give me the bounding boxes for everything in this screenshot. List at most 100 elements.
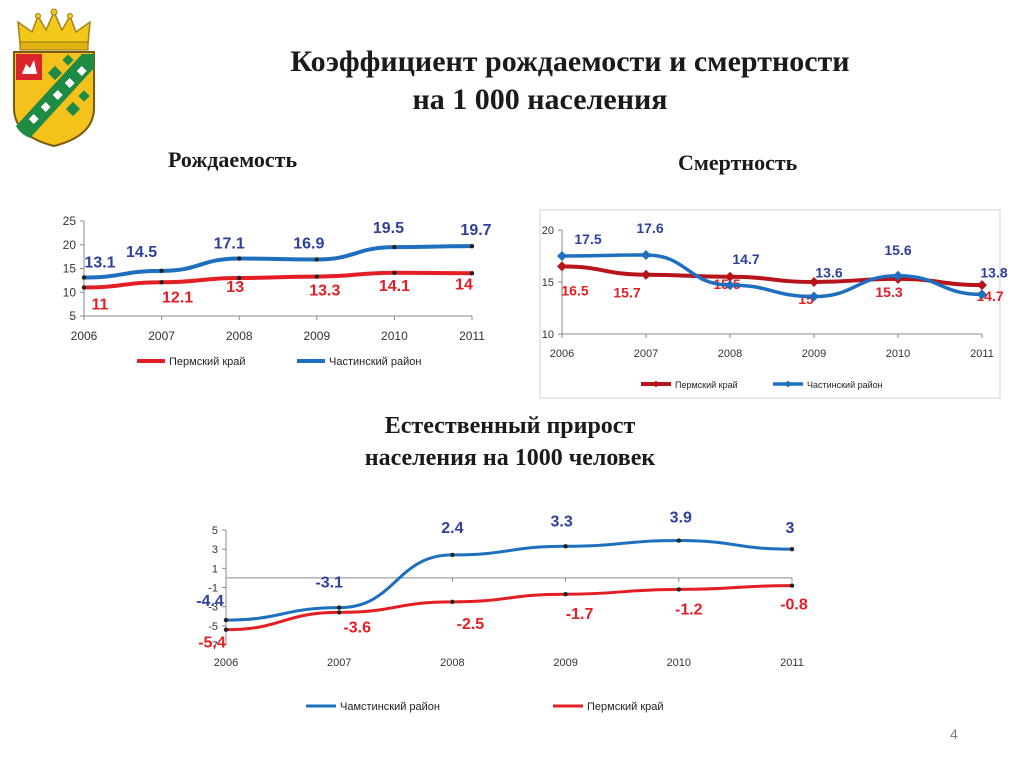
growth-data-label: -3.6 xyxy=(343,619,371,636)
birth-data-label: 14.1 xyxy=(379,278,410,295)
growth-y-tick-label: 3 xyxy=(212,544,218,556)
death-chart-title: Смертность xyxy=(678,150,798,175)
growth-data-point xyxy=(450,599,455,605)
death-data-label: 15.6 xyxy=(884,242,911,258)
death-data-point xyxy=(893,270,903,281)
death-chart-group: 10 15 20 2006 2007 2008 2009 2010 2011 16.5 15.7 15… xyxy=(539,209,1008,399)
birth-data-label: 19.7 xyxy=(460,222,491,239)
birth-data-label: 11 xyxy=(92,297,109,314)
growth-chart-title: Естественный прирост населения на 1000 че… xyxy=(250,410,770,474)
death-x-tick-label: 2007 xyxy=(634,348,658,360)
birth-x-tick-label: 2006 xyxy=(71,329,98,343)
birth-y-tick-label: 10 xyxy=(63,285,77,299)
birth-legend-label: Пермский край xyxy=(169,356,246,368)
birth-series-line-0 xyxy=(82,270,474,290)
birth-chart-title: Рождаемость xyxy=(168,147,298,172)
death-data-point xyxy=(641,269,651,280)
birth-legend-label: Частинский район xyxy=(329,356,421,368)
birth-data-label: 14 xyxy=(455,276,473,293)
death-legend-marker xyxy=(784,380,792,388)
death-data-label: 13.6 xyxy=(815,265,842,281)
growth-series-line-1 xyxy=(224,584,794,632)
birth-data-label: 12.1 xyxy=(162,289,193,306)
birth-data-label: 14.5 xyxy=(126,244,157,261)
death-data-point xyxy=(557,251,567,261)
death-x-tick-label: 2006 xyxy=(550,348,574,360)
growth-legend-label: Чамстинский район xyxy=(340,701,440,713)
growth-data-label: 3 xyxy=(786,520,795,537)
death-y-tick-label: 10 xyxy=(542,329,554,341)
death-data-point xyxy=(641,249,651,260)
death-data-label: 17.5 xyxy=(574,231,601,247)
growth-y-tick-label: -1 xyxy=(208,583,218,595)
birth-x-tick-label: 2007 xyxy=(148,329,175,343)
death-y-tick-label: 15 xyxy=(542,277,554,289)
growth-x-tick-label: 2011 xyxy=(780,657,804,669)
growth-x-tick-label: 2009 xyxy=(553,657,577,669)
birth-y-tick-label: 15 xyxy=(63,262,77,276)
birth-x-tick-label: 2008 xyxy=(226,329,253,343)
birth-y-tick-label: 5 xyxy=(69,309,76,323)
death-legend-label: Частинский район xyxy=(807,380,883,390)
growth-x-tick-label: 2007 xyxy=(327,657,351,669)
growth-chart-group: -7 -5 -3 -1 1 3 5 2006 2007 2008 2009 2010 2011 -4.4 -… xyxy=(196,510,808,713)
death-data-point xyxy=(809,277,819,287)
birth-data-point xyxy=(159,280,164,285)
growth-data-point xyxy=(223,617,229,623)
birth-data-point xyxy=(314,257,319,262)
birth-x-tick-label: 2010 xyxy=(381,329,408,343)
growth-data-label: 2.4 xyxy=(441,520,463,537)
birth-x-tick-label: 2009 xyxy=(303,329,330,343)
birth-y-tick-label: 25 xyxy=(63,214,77,228)
birth-data-label: 13.3 xyxy=(309,283,340,300)
death-legend-marker xyxy=(652,380,660,388)
growth-data-label: -2.5 xyxy=(457,616,485,633)
growth-data-label: -0.8 xyxy=(780,597,808,614)
death-data-label: 15.3 xyxy=(875,284,902,300)
growth-x-tick-label: 2010 xyxy=(667,657,691,669)
growth-y-tick-label: 5 xyxy=(212,525,218,537)
death-data-label: 17.6 xyxy=(636,220,663,236)
death-data-point xyxy=(725,280,735,291)
growth-series-line-0 xyxy=(224,539,794,622)
growth-data-label: -4.4 xyxy=(196,593,224,610)
growth-chart-title-line2: населения на 1000 человек xyxy=(364,445,656,471)
growth-data-point xyxy=(337,610,342,615)
death-data-point xyxy=(977,289,987,300)
birth-data-point xyxy=(469,271,475,276)
death-data-label: 16.5 xyxy=(561,282,588,298)
death-data-label: 14.7 xyxy=(732,251,759,267)
growth-chart-title-line1: Естественный прирост xyxy=(384,413,636,439)
death-chart-frame xyxy=(539,209,1001,399)
growth-data-point xyxy=(223,627,229,632)
growth-data-label: -3.1 xyxy=(315,575,343,592)
growth-x-tick-label: 2008 xyxy=(440,657,464,669)
growth-data-point xyxy=(450,552,455,558)
page-number: 4 xyxy=(950,726,958,742)
birth-x-tick-label: 2011 xyxy=(459,329,485,343)
death-x-tick-label: 2011 xyxy=(970,348,994,360)
growth-data-point xyxy=(563,592,568,597)
growth-data-point xyxy=(676,538,681,543)
growth-y-tick-label: -7 xyxy=(208,640,218,652)
crown-icon xyxy=(17,8,91,51)
birth-data-label: 13 xyxy=(226,279,244,296)
death-data-point xyxy=(809,291,819,302)
growth-y-tick-label: -5 xyxy=(208,621,218,633)
growth-legend-label: Пермский край xyxy=(587,701,664,713)
death-x-tick-label: 2008 xyxy=(718,348,742,360)
death-x-tick-label: 2010 xyxy=(886,348,910,360)
birth-data-point xyxy=(237,256,242,261)
death-data-point xyxy=(977,280,987,291)
growth-data-point xyxy=(676,587,681,592)
birth-data-label: 16.9 xyxy=(293,235,324,252)
growth-data-label: -1.7 xyxy=(566,606,594,623)
growth-data-label: 3.3 xyxy=(550,513,572,530)
birth-y-tick-label: 20 xyxy=(63,238,77,252)
death-data-label: 13.8 xyxy=(980,264,1007,280)
growth-data-point xyxy=(563,544,568,549)
growth-data-label: -1.2 xyxy=(675,601,703,618)
death-legend-label: Пермский край xyxy=(675,380,738,390)
birth-data-point xyxy=(81,275,87,280)
